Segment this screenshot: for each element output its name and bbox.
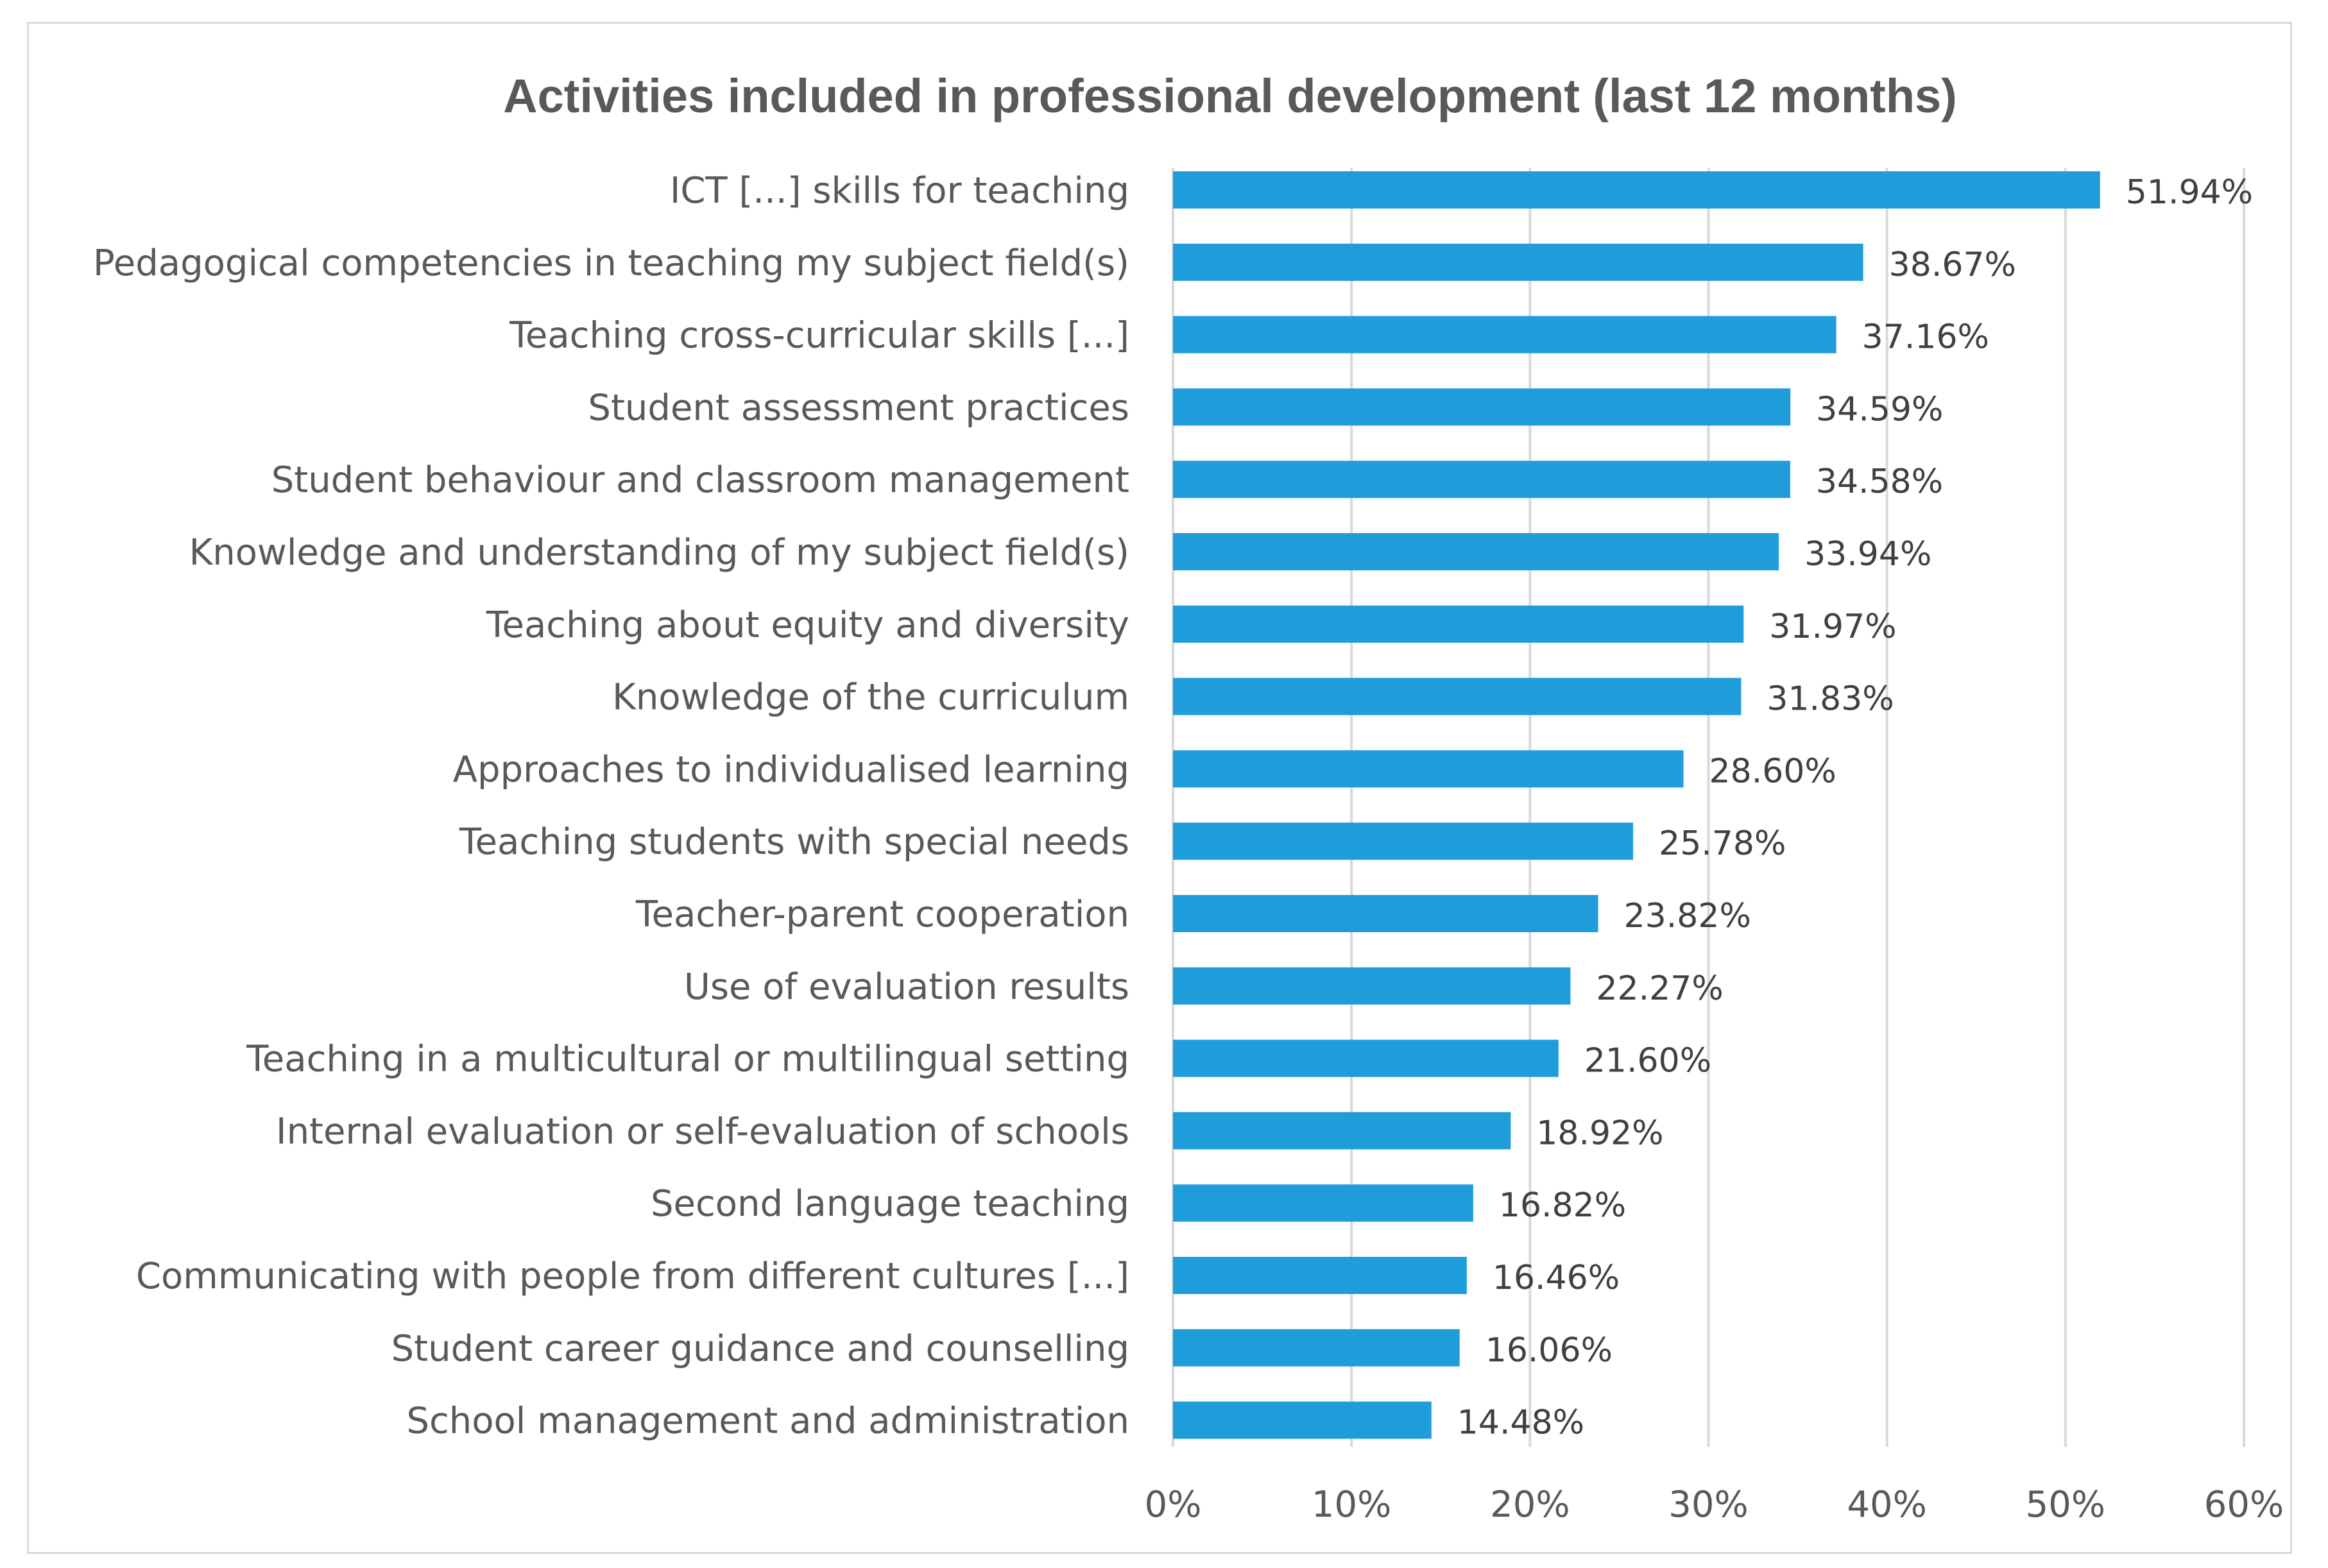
bar: [1173, 388, 1791, 426]
bar: [1173, 243, 1863, 281]
category-label: Communicating with people from different…: [136, 1256, 1129, 1297]
bar: [1173, 967, 1571, 1005]
value-label: 31.83%: [1767, 680, 1894, 719]
category-label: Teaching cross-curricular skills [...]: [509, 315, 1129, 357]
value-label: 22.27%: [1596, 969, 1723, 1008]
bar: [1173, 1257, 1467, 1294]
category-label: Teaching students with special needs: [459, 821, 1129, 863]
x-tick-label: 10%: [1312, 1484, 1391, 1526]
bar: [1173, 1039, 1559, 1077]
labels: 0% 10% 20% 30% 40% 50% 60% ICT [...] skills for…: [93, 170, 2284, 1526]
bar: [1173, 1184, 1473, 1222]
bar: [1173, 461, 1790, 499]
bar: [1173, 605, 1744, 643]
value-label: 18.92%: [1536, 1114, 1663, 1152]
value-label: 51.94%: [2126, 173, 2253, 212]
value-label: 38.67%: [1889, 246, 2016, 284]
gridlines: [1172, 168, 2245, 1447]
value-label: 14.48%: [1457, 1404, 1584, 1442]
value-label: 34.58%: [1816, 463, 1943, 501]
bar: [1173, 1112, 1511, 1150]
category-label: School management and administration: [406, 1401, 1129, 1442]
value-label: 31.97%: [1769, 608, 1896, 646]
x-tick-label: 30%: [1668, 1484, 1748, 1526]
value-label: 28.60%: [1709, 752, 1836, 790]
value-label: 16.06%: [1485, 1331, 1613, 1370]
bar: [1173, 895, 1598, 932]
value-label: 16.82%: [1499, 1186, 1626, 1225]
bar: [1173, 533, 1779, 570]
bars: [1173, 171, 2100, 1439]
category-label: Approaches to individualised learning: [453, 749, 1129, 790]
category-label: Pedagogical competencies in teaching my …: [93, 243, 1129, 284]
chart-title: Activities included in professional deve…: [503, 69, 1957, 123]
x-tick-label: 0%: [1145, 1484, 1202, 1526]
category-label: Knowledge of the curriculum: [612, 677, 1129, 719]
chart-frame: Activities included in professional deve…: [27, 22, 2292, 1554]
value-label: 25.78%: [1659, 824, 1786, 863]
bar: [1173, 171, 2100, 209]
category-label: ICT [...] skills for teaching: [670, 170, 1129, 212]
category-label: Internal evaluation or self-evaluation o…: [276, 1111, 1129, 1152]
x-tick-label: 50%: [2026, 1484, 2105, 1526]
bar: [1173, 1401, 1432, 1439]
category-label: Teaching about equity and diversity: [486, 604, 1129, 646]
category-label: Knowledge and understanding of my subjec…: [189, 532, 1129, 574]
bar: [1173, 316, 1836, 354]
bar: [1173, 750, 1684, 788]
value-label: 21.60%: [1584, 1042, 1711, 1080]
value-label: 16.46%: [1493, 1259, 1620, 1297]
category-label: Teaching in a multicultural or multiling…: [246, 1039, 1129, 1080]
bar: [1173, 677, 1742, 715]
x-tick-label: 40%: [1847, 1484, 1926, 1526]
category-label: Teacher-parent cooperation: [635, 894, 1129, 935]
x-tick-label: 60%: [2204, 1484, 2284, 1526]
category-label: Student career guidance and counselling: [391, 1328, 1129, 1370]
category-label: Student assessment practices: [588, 387, 1129, 429]
category-label: Use of evaluation results: [684, 966, 1129, 1008]
value-label: 37.16%: [1862, 318, 1989, 357]
bar: [1173, 822, 1634, 860]
bar-chart: Activities included in professional deve…: [93, 69, 2284, 1526]
category-label: Student behaviour and classroom manageme…: [271, 459, 1129, 501]
value-label: 23.82%: [1624, 897, 1751, 935]
value-label: 34.59%: [1816, 390, 1943, 429]
category-label: Second language teaching: [651, 1183, 1129, 1225]
bar: [1173, 1329, 1460, 1367]
x-tick-label: 20%: [1490, 1484, 1570, 1526]
value-label: 33.94%: [1804, 535, 1931, 574]
